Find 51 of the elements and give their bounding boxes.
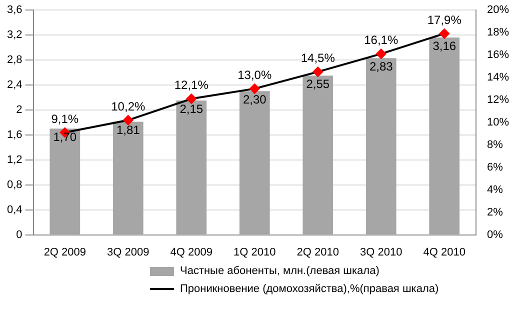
data-label: 2,15 [180, 102, 204, 116]
y-tick-label: 2 [16, 104, 22, 116]
y-tick-label: 3,2 [6, 29, 22, 42]
x-tick-label: 2Q 2009 [44, 246, 86, 258]
bar [112, 122, 144, 234]
y2-tick-label: 16% [486, 48, 510, 61]
y2-tick-label: 10% [486, 116, 510, 128]
bar [176, 100, 207, 234]
data-label: 13,0% [238, 68, 272, 82]
y2-tick-label: 18% [486, 26, 510, 39]
bar [239, 91, 270, 234]
y2-tick-label: 0% [486, 228, 504, 241]
x-tick-label: 2Q 2010 [296, 246, 339, 258]
y-tick-label: 3,6 [6, 4, 22, 16]
y2-tick-label: 14% [486, 71, 510, 84]
y2-tick-label: 20% [486, 4, 510, 16]
data-label: 16,1% [364, 33, 398, 48]
x-tick-label: 4Q 2009 [170, 246, 212, 258]
bar [50, 128, 80, 234]
legend-label: Проникновение (домохозяйства),%(правая шкала) [180, 283, 439, 295]
x-tick-label: 4Q 2010 [423, 246, 466, 258]
x-tick-label: 3Q 2009 [107, 246, 150, 258]
data-label: 2,30 [242, 92, 267, 106]
y2-tick-label: 4% [486, 184, 504, 196]
data-label: 10,2% [111, 99, 146, 114]
y-tick-label: 0,8 [6, 178, 22, 191]
y-tick-label: 2,8 [6, 54, 22, 66]
x-tick-label: 1Q 2010 [234, 246, 276, 258]
y2-tick-label: 12% [486, 94, 510, 106]
y-tick-label: 0,4 [6, 204, 22, 216]
y-tick-label: 1,2 [6, 154, 22, 166]
data-label: 1,81 [116, 123, 140, 138]
y-tick-label: 2,4 [6, 78, 22, 91]
data-label: 1,70 [53, 130, 77, 144]
data-label: 2,55 [306, 76, 330, 91]
data-label: 17,9% [427, 12, 462, 27]
x-tick-label: 3Q 2010 [360, 246, 402, 258]
bar [302, 76, 334, 234]
bar [429, 37, 460, 234]
legend-label: Частные абоненты, млн.(левая шкала) [180, 265, 380, 277]
data-label: 9,1% [51, 112, 79, 126]
y-tick-label: 1,6 [6, 128, 22, 141]
y2-tick-label: 2% [486, 206, 504, 218]
y2-tick-label: 6% [486, 161, 504, 174]
data-label: 3,16 [432, 38, 456, 53]
y2-tick-label: 8% [486, 138, 504, 151]
data-label: 14,5% [300, 51, 336, 66]
data-label: 2,83 [369, 59, 394, 74]
bar [366, 58, 396, 234]
y-tick-label: 0 [16, 228, 22, 241]
data-label: 12,1% [174, 78, 209, 92]
